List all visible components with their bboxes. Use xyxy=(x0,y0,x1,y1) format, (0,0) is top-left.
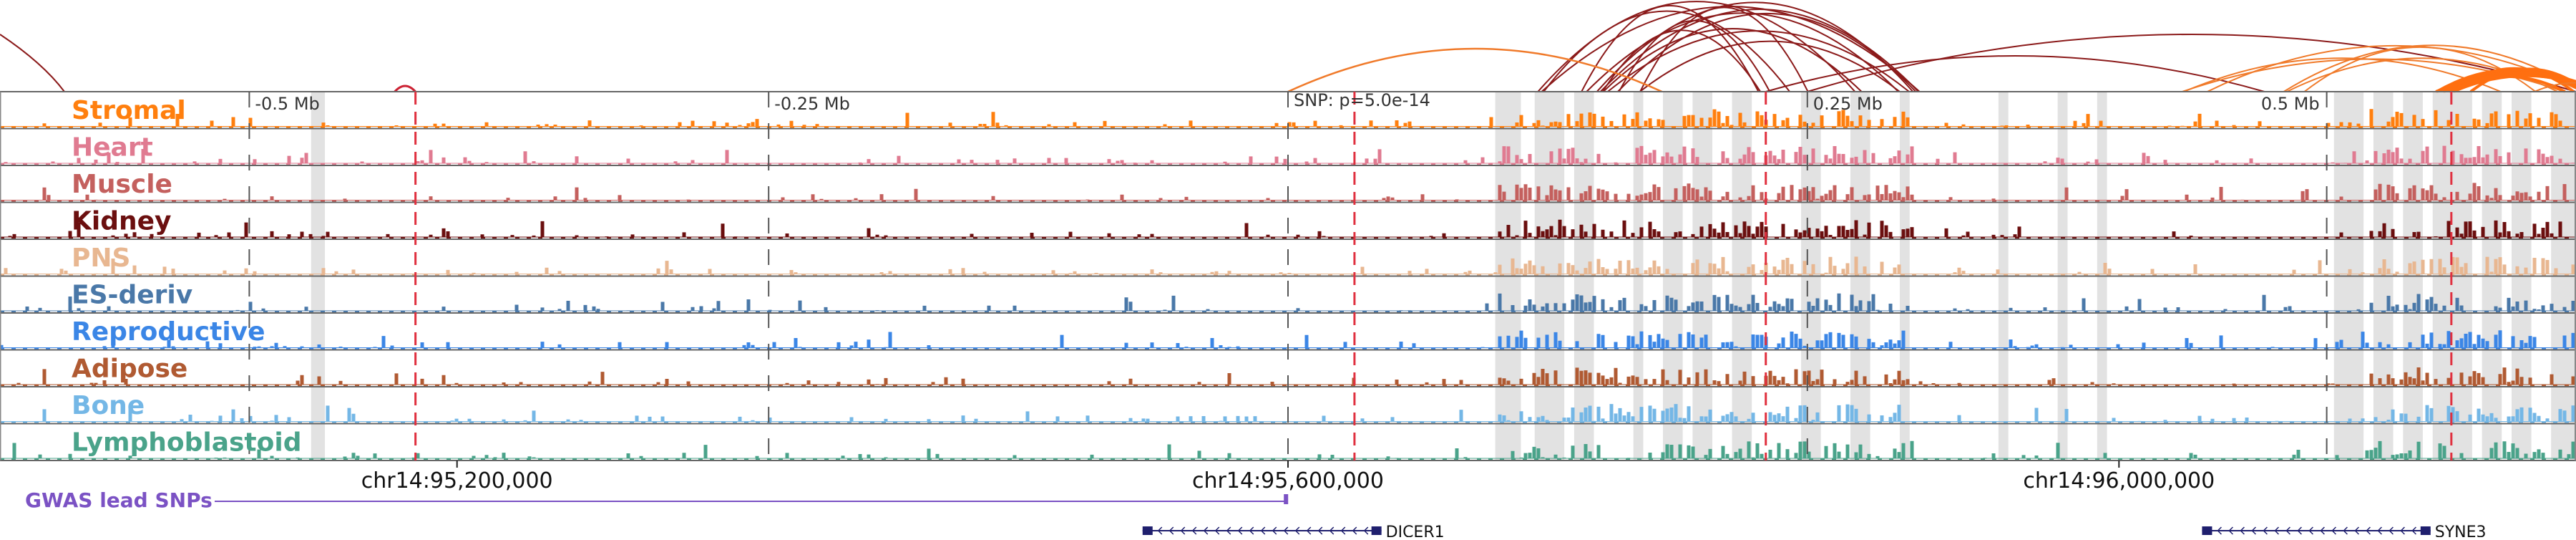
gene-name: DICER1 xyxy=(1386,524,1445,537)
strand-arrow xyxy=(2331,526,2336,535)
strand-arrow xyxy=(2251,526,2256,535)
strand-arrow xyxy=(2297,526,2302,535)
loop-arc xyxy=(1765,55,2265,92)
strand-arrow xyxy=(1191,526,1197,535)
strand-arrow xyxy=(1340,526,1346,535)
coordinate-axis: chr14:95,200,000 chr14:95,600,000 chr14:96… xyxy=(361,461,2215,493)
gene-track: GSCDICER1CLMNSYNE3GLRX5 xyxy=(1142,524,2487,540)
strand-arrow xyxy=(2366,526,2371,535)
strand-arrow xyxy=(1272,526,1277,535)
strand-arrow xyxy=(1306,526,1312,535)
ruler-tick-label: 0.5 Mb xyxy=(2261,94,2320,114)
strand-arrow xyxy=(1363,526,1369,535)
strand-arrow xyxy=(2240,526,2245,535)
strand-arrow xyxy=(2217,526,2222,535)
loop-arc xyxy=(1639,40,1901,92)
strand-arrow xyxy=(1352,526,1357,535)
gene-exon xyxy=(1142,526,1153,535)
gene-dicer1: DICER1 xyxy=(1142,524,1445,540)
signal-peaks xyxy=(0,219,2576,238)
loop-arc xyxy=(1596,1,1914,92)
strand-arrow xyxy=(2228,526,2233,535)
loop-arc xyxy=(1617,12,1917,92)
strand-arrow xyxy=(2400,526,2405,535)
chromatin-loop-arcs xyxy=(0,1,2576,93)
signal-peaks xyxy=(0,256,2576,274)
strand-arrow xyxy=(2285,526,2290,535)
strand-arrow xyxy=(2343,526,2348,535)
track-labels: Stromal Heart Muscle Kidney PNS ES-deriv Repro… xyxy=(72,96,302,458)
coordinate-label: chr14:95,600,000 xyxy=(1192,468,1384,493)
strand-arrow xyxy=(1260,526,1266,535)
strand-arrow xyxy=(1249,526,1254,535)
loop-arc xyxy=(2435,73,2576,93)
ruler-tick-label: -0.5 Mb xyxy=(255,94,319,114)
strand-arrow xyxy=(1283,526,1289,535)
loop-arc xyxy=(1541,6,1921,92)
strand-arrow xyxy=(1214,526,1220,535)
strand-arrow xyxy=(2411,526,2416,535)
loop-arc xyxy=(394,85,416,93)
strand-arrow xyxy=(1169,526,1174,535)
strand-arrow xyxy=(2377,526,2382,535)
track-label: PNS xyxy=(72,244,130,273)
gwas-track: GWAS lead SNPs xyxy=(25,488,1289,512)
coordinate-label: chr14:96,000,000 xyxy=(2023,468,2215,493)
strand-arrow xyxy=(2389,526,2394,535)
track-label: Reproductive xyxy=(72,317,265,347)
track-label: Muscle xyxy=(72,170,172,199)
loop-arc xyxy=(1581,4,1760,92)
strand-arrow xyxy=(2308,526,2313,535)
loop-arc xyxy=(1586,12,1899,92)
reference-lines xyxy=(414,92,2453,461)
gwas-track-label: GWAS lead SNPs xyxy=(25,488,213,512)
track-label: Stromal xyxy=(72,96,186,125)
gene-syne3: SYNE3 xyxy=(2202,524,2487,540)
gene-exon xyxy=(2202,526,2212,535)
strand-arrow xyxy=(2320,526,2325,535)
coordinate-label: chr14:95,200,000 xyxy=(361,468,553,493)
strand-arrow xyxy=(2274,526,2279,535)
track-label: Kidney xyxy=(72,207,172,236)
loop-arc xyxy=(1599,9,1919,92)
loop-arc xyxy=(1807,34,2576,92)
strand-arrow xyxy=(1317,526,1323,535)
loop-arc xyxy=(2534,82,2576,92)
strand-arrow xyxy=(1294,526,1300,535)
strand-arrow xyxy=(2354,526,2359,535)
track-label: Lymphoblastoid xyxy=(72,428,302,458)
loop-arc xyxy=(1543,10,1790,92)
strand-arrow xyxy=(2263,526,2268,535)
strand-arrow xyxy=(1237,526,1243,535)
gene-exon xyxy=(1371,526,1382,535)
track-label: ES-deriv xyxy=(72,281,192,310)
gwas-lead-snp-mark xyxy=(1284,494,1289,504)
strand-arrow xyxy=(1157,526,1163,535)
strand-arrow xyxy=(1203,526,1209,535)
loop-arc xyxy=(0,34,65,92)
signal-tracks xyxy=(0,91,2576,461)
snp-label: SNP: p=5.0e-14 xyxy=(1294,90,1430,110)
ruler-tick-label: 0.25 Mb xyxy=(1813,94,1883,114)
track-label: Heart xyxy=(72,133,153,163)
strand-arrow xyxy=(1329,526,1335,535)
loop-arc xyxy=(1601,29,1762,92)
ruler-tick-label: -0.25 Mb xyxy=(774,94,850,114)
strand-arrow xyxy=(1226,526,1231,535)
loop-arc xyxy=(1287,47,1663,93)
strand-arrow xyxy=(1180,526,1186,535)
gene-name: SYNE3 xyxy=(2435,524,2487,537)
ruler-ticks: -0.5 Mb -0.25 Mb 0.25 Mb 0.5 Mb SNP: p=5.0e-… xyxy=(248,90,2328,461)
loop-arc xyxy=(2183,57,2502,92)
track-label: Adipose xyxy=(72,355,187,384)
track-label: Bone xyxy=(72,391,145,420)
gene-exon xyxy=(2420,526,2431,535)
